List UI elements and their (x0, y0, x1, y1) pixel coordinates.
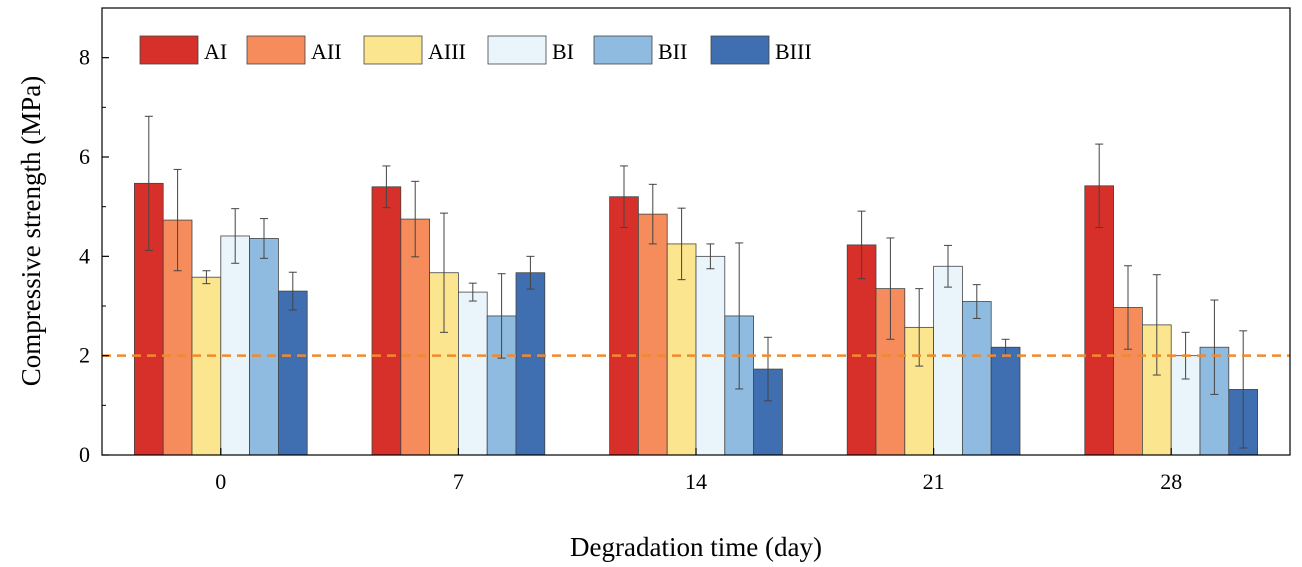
bar-BII-21 (962, 301, 992, 456)
y-tick-label-0: 0 (79, 442, 90, 467)
bar-BIII-0 (277, 290, 308, 456)
bar-BI-0 (220, 235, 251, 456)
x-tick-label-0: 0 (215, 469, 226, 494)
legend-swatch-AIII (363, 35, 423, 65)
bar-AII-14 (638, 213, 668, 456)
bar-AIII-0 (191, 276, 222, 456)
legend-label-BI: BI (552, 39, 574, 64)
bar-BII-0 (249, 238, 279, 456)
bar-BI-7 (457, 291, 488, 456)
bar-BI-21 (933, 265, 963, 456)
x-axis-title: Degradation time (day) (570, 532, 822, 562)
legend-label-BII: BII (658, 39, 687, 64)
x-tick-label-3: 21 (923, 469, 945, 494)
bar-AI-14 (609, 196, 639, 456)
x-tick-label-4: 28 (1160, 469, 1182, 494)
legend-label-BIII: BIII (775, 39, 812, 64)
y-tick-label-2: 4 (79, 243, 90, 268)
bar-BII-28 (1199, 346, 1230, 456)
legend-swatch-AI (139, 35, 199, 65)
x-tick-label-2: 14 (685, 469, 707, 494)
y-tick-label-1: 2 (79, 343, 90, 368)
x-tick-label-1: 7 (453, 469, 464, 494)
error-bars-layer (102, 115, 1290, 449)
legend-label-AI: AI (204, 39, 227, 64)
legend-label-AIII: AIII (428, 39, 466, 64)
y-axis-title: Compressive strength (MPa) (16, 76, 46, 386)
legend-swatch-BIII (710, 35, 770, 65)
bar-BIII-7 (515, 272, 546, 456)
bar-AI-21 (846, 244, 877, 456)
bars-layer (133, 182, 1259, 456)
legend-swatch-BII (593, 35, 653, 65)
legend: AI AII AIII BI BII BIII (139, 35, 812, 65)
y-tick-label-4: 8 (79, 45, 90, 70)
legend-swatch-AII (246, 35, 306, 65)
y-tick-label-3: 6 (79, 144, 90, 169)
bar-BIII-21 (990, 346, 1021, 456)
legend-label-AII: AII (311, 39, 342, 64)
axes-layer: 0 2 4 6 8 0 7 14 21 28 (79, 45, 1182, 494)
bar-AI-7 (371, 186, 402, 456)
legend-swatch-BI (487, 35, 547, 65)
